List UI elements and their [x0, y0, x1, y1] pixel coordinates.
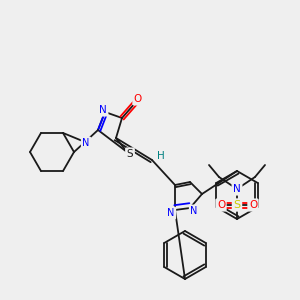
Text: N: N — [233, 184, 241, 194]
Text: S: S — [127, 149, 133, 159]
Text: S: S — [233, 200, 241, 210]
Text: N: N — [167, 208, 175, 218]
Text: O: O — [217, 200, 225, 210]
Text: O: O — [249, 200, 257, 210]
Text: N: N — [82, 138, 90, 148]
Text: N: N — [190, 206, 198, 216]
Text: N: N — [99, 105, 107, 115]
Text: H: H — [157, 151, 165, 161]
Text: O: O — [134, 94, 142, 104]
